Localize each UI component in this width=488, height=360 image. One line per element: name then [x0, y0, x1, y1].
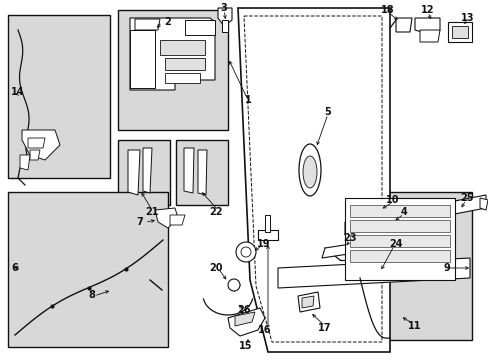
Text: 20: 20 [209, 263, 223, 273]
Text: 8: 8 [88, 290, 95, 300]
Polygon shape [30, 150, 40, 160]
Polygon shape [164, 58, 204, 70]
Polygon shape [345, 198, 454, 280]
Polygon shape [297, 292, 319, 312]
Text: 18: 18 [381, 5, 394, 15]
Polygon shape [20, 155, 30, 170]
Bar [8, 192, 168, 347]
Polygon shape [184, 20, 215, 35]
Text: 17: 17 [318, 323, 331, 333]
Text: 2: 2 [164, 17, 171, 27]
Polygon shape [235, 312, 254, 326]
Ellipse shape [303, 156, 316, 188]
Polygon shape [238, 8, 389, 352]
Polygon shape [302, 296, 313, 308]
Text: 22: 22 [209, 207, 223, 217]
Polygon shape [451, 26, 467, 38]
Circle shape [241, 247, 250, 257]
Polygon shape [349, 250, 449, 262]
Text: 26: 26 [237, 305, 250, 315]
Text: 23: 23 [343, 233, 356, 243]
Polygon shape [414, 18, 439, 36]
Text: 21: 21 [145, 207, 159, 217]
Polygon shape [264, 215, 269, 232]
Polygon shape [22, 130, 60, 160]
Text: 9: 9 [443, 263, 449, 273]
Polygon shape [128, 150, 140, 195]
Text: 5: 5 [324, 107, 331, 117]
Text: 14: 14 [11, 87, 25, 97]
Polygon shape [345, 195, 485, 235]
Polygon shape [198, 150, 206, 195]
Polygon shape [349, 205, 449, 217]
Circle shape [236, 242, 256, 262]
Polygon shape [218, 8, 231, 26]
Polygon shape [164, 73, 200, 83]
Polygon shape [395, 18, 411, 32]
Polygon shape [479, 198, 487, 210]
Text: 15: 15 [239, 341, 252, 351]
Polygon shape [419, 30, 439, 42]
Polygon shape [222, 20, 227, 32]
Polygon shape [447, 22, 471, 42]
Polygon shape [155, 208, 178, 228]
Text: 10: 10 [386, 195, 399, 205]
Bar [118, 10, 227, 130]
Text: 12: 12 [420, 5, 434, 15]
Bar [176, 140, 227, 205]
Text: 3: 3 [220, 3, 227, 13]
Polygon shape [130, 18, 215, 90]
Text: 7: 7 [136, 217, 143, 227]
Text: 6: 6 [12, 263, 19, 273]
Bar [8, 15, 110, 178]
Polygon shape [28, 138, 45, 148]
Polygon shape [321, 238, 389, 258]
Text: 25: 25 [459, 193, 473, 203]
Polygon shape [227, 308, 264, 336]
Text: 1: 1 [244, 95, 251, 105]
Text: 11: 11 [407, 321, 421, 331]
Text: 13: 13 [460, 13, 474, 23]
Polygon shape [183, 148, 194, 193]
Polygon shape [142, 148, 152, 193]
Text: 19: 19 [257, 239, 270, 249]
Polygon shape [135, 19, 160, 30]
Circle shape [227, 279, 240, 291]
Polygon shape [349, 235, 449, 247]
Polygon shape [170, 215, 184, 225]
Text: 16: 16 [258, 325, 271, 335]
Ellipse shape [298, 144, 320, 196]
Text: 24: 24 [388, 239, 402, 249]
Polygon shape [160, 40, 204, 55]
Polygon shape [278, 258, 469, 288]
Polygon shape [349, 220, 449, 232]
Polygon shape [130, 30, 155, 88]
Text: 4: 4 [400, 207, 407, 217]
Bar [331, 192, 471, 340]
Polygon shape [258, 230, 278, 240]
Bar [118, 140, 170, 205]
